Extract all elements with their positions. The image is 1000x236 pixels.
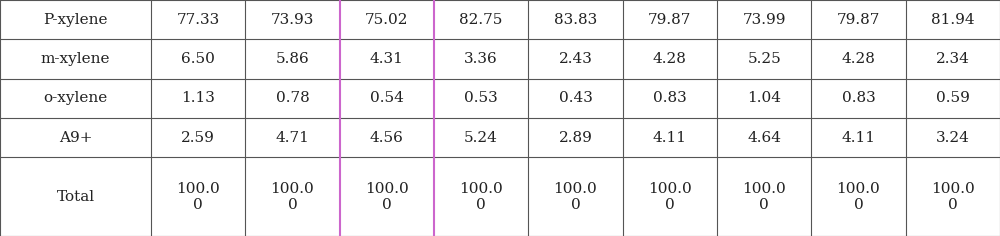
- Text: 0.53: 0.53: [464, 91, 498, 105]
- Text: 100.0
0: 100.0 0: [648, 181, 692, 212]
- Text: 3.24: 3.24: [936, 131, 970, 145]
- Text: 4.31: 4.31: [370, 52, 404, 66]
- Text: 2.34: 2.34: [936, 52, 970, 66]
- Text: Total: Total: [56, 190, 95, 204]
- Text: o-xylene: o-xylene: [43, 91, 108, 105]
- Text: 0.43: 0.43: [559, 91, 592, 105]
- Text: P-xylene: P-xylene: [43, 13, 108, 27]
- Text: m-xylene: m-xylene: [41, 52, 110, 66]
- Text: 100.0
0: 100.0 0: [742, 181, 786, 212]
- Text: 5.86: 5.86: [276, 52, 309, 66]
- Text: 4.11: 4.11: [653, 131, 687, 145]
- Text: 6.50: 6.50: [181, 52, 215, 66]
- Text: 1.13: 1.13: [181, 91, 215, 105]
- Text: 4.71: 4.71: [276, 131, 309, 145]
- Text: 0.83: 0.83: [842, 91, 875, 105]
- Text: 100.0
0: 100.0 0: [554, 181, 597, 212]
- Text: 2.89: 2.89: [559, 131, 592, 145]
- Text: 79.87: 79.87: [648, 13, 691, 27]
- Text: 100.0
0: 100.0 0: [271, 181, 314, 212]
- Text: 2.59: 2.59: [181, 131, 215, 145]
- Text: 73.99: 73.99: [742, 13, 786, 27]
- Text: 2.43: 2.43: [559, 52, 592, 66]
- Text: 4.28: 4.28: [842, 52, 875, 66]
- Text: 0.78: 0.78: [276, 91, 309, 105]
- Text: 1.04: 1.04: [747, 91, 781, 105]
- Text: 100.0
0: 100.0 0: [176, 181, 220, 212]
- Text: 100.0
0: 100.0 0: [837, 181, 880, 212]
- Text: 5.25: 5.25: [747, 52, 781, 66]
- Text: 4.11: 4.11: [841, 131, 875, 145]
- Text: 3.36: 3.36: [464, 52, 498, 66]
- Text: 81.94: 81.94: [931, 13, 975, 27]
- Text: 100.0
0: 100.0 0: [931, 181, 975, 212]
- Text: 77.33: 77.33: [176, 13, 220, 27]
- Text: 75.02: 75.02: [365, 13, 409, 27]
- Text: 5.24: 5.24: [464, 131, 498, 145]
- Text: 100.0
0: 100.0 0: [365, 181, 409, 212]
- Text: 4.56: 4.56: [370, 131, 404, 145]
- Text: 82.75: 82.75: [459, 13, 503, 27]
- Text: 0.59: 0.59: [936, 91, 970, 105]
- Text: 0.54: 0.54: [370, 91, 404, 105]
- Text: 73.93: 73.93: [271, 13, 314, 27]
- Text: 4.64: 4.64: [747, 131, 781, 145]
- Text: 4.28: 4.28: [653, 52, 687, 66]
- Text: A9+: A9+: [59, 131, 92, 145]
- Text: 100.0
0: 100.0 0: [459, 181, 503, 212]
- Text: 83.83: 83.83: [554, 13, 597, 27]
- Text: 79.87: 79.87: [837, 13, 880, 27]
- Text: 0.83: 0.83: [653, 91, 687, 105]
